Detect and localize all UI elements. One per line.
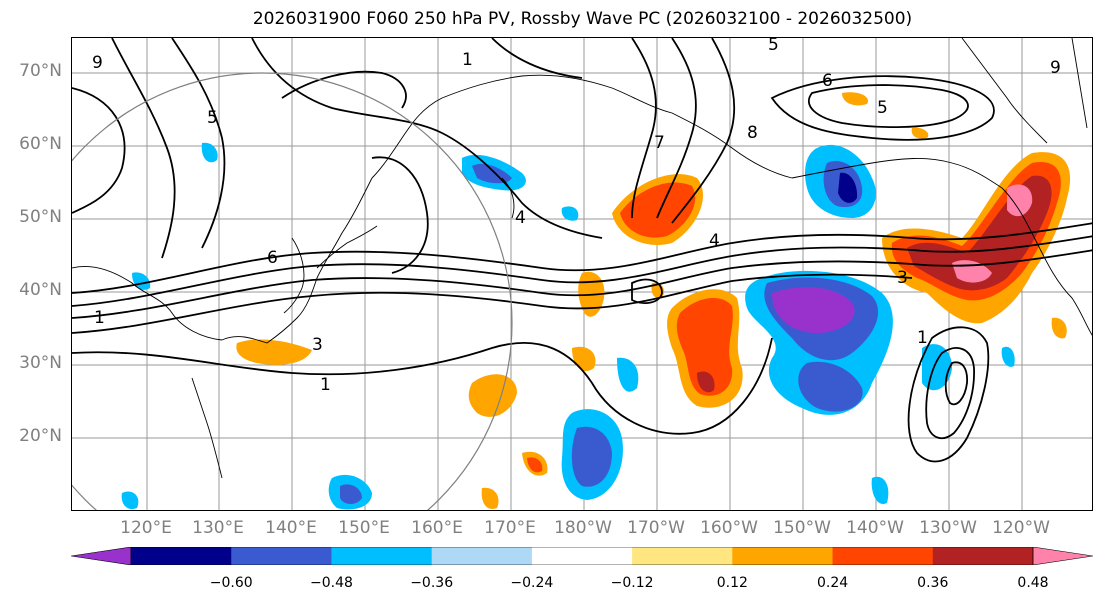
contour-label: 5 (768, 38, 779, 55)
colorbar (71, 547, 1093, 565)
contour-label: 1 (462, 50, 473, 70)
colorbar-tick-label: −0.60 (209, 575, 253, 591)
lon-label-170w: 170°W (627, 518, 685, 538)
colorbar-extend-high (1032, 547, 1093, 565)
colorbar-swatches (71, 547, 1093, 565)
contour-label: 4 (515, 208, 526, 228)
contour-label: 1 (320, 375, 331, 395)
lon-label-140e: 140°E (265, 518, 317, 538)
lat-label-60n: 60°N (19, 134, 62, 154)
contour-label: 5 (207, 108, 218, 128)
colorbar-swatch (531, 547, 633, 565)
colorbar-swatch (632, 547, 733, 565)
map-title: 2026031900 F060 250 hPa PV, Rossby Wave … (252, 9, 913, 29)
lon-label-140w: 140°W (846, 518, 904, 538)
colorbar-swatch (231, 547, 332, 565)
colorbar-tick-label: −0.12 (610, 575, 654, 591)
lon-label-150w: 150°W (773, 518, 831, 538)
colorbar-tick-label: 0.36 (917, 575, 949, 591)
colorbar-swatch (932, 547, 1034, 565)
lat-label-20n: 20°N (19, 426, 62, 446)
lon-label-130w: 130°W (919, 518, 977, 538)
map-canvas: 1 1 1 1 3 3 4 4 5 5 5 6 6 8 9 9 7 (72, 38, 1092, 510)
colorbar-tick-label: −0.24 (510, 575, 554, 591)
lat-label-40n: 40°N (19, 280, 62, 300)
lon-label-130e: 130°E (192, 518, 244, 538)
contour-label-group: 1 1 1 1 3 3 4 4 5 5 5 6 6 8 9 9 7 (92, 38, 1061, 395)
contour-label: 9 (1050, 58, 1061, 78)
colorbar-tick-label: 0.12 (716, 575, 748, 591)
contour-label: 9 (92, 53, 103, 73)
contour-label: 6 (822, 71, 833, 91)
lon-label-180w: 180°W (554, 518, 612, 538)
lat-label-70n: 70°N (19, 61, 62, 81)
contour-label: 6 (267, 248, 278, 268)
lon-label-120e: 120°E (120, 518, 172, 538)
contour-label: 1 (94, 308, 105, 328)
colorbar-swatch (331, 547, 433, 565)
colorbar-extend-low (71, 547, 132, 565)
lon-label-150e: 150°E (338, 518, 390, 538)
pv-contours (72, 38, 1092, 463)
lat-label-30n: 30°N (19, 353, 62, 373)
colorbar-swatch (131, 547, 232, 565)
anomaly-fills (121, 92, 1071, 510)
contour-label: 3 (897, 268, 908, 288)
lat-label-50n: 50°N (19, 207, 62, 227)
contour-label: 8 (747, 123, 758, 143)
colorbar-tick-label: 0.48 (1017, 575, 1049, 591)
contour-label: 4 (709, 231, 720, 251)
radius-circle (72, 72, 513, 510)
coastlines (72, 38, 1092, 479)
colorbar-swatch (832, 547, 934, 565)
contour-label: 7 (654, 133, 665, 153)
colorbar-swatch (732, 547, 834, 565)
colorbar-swatch (431, 547, 533, 565)
lon-label-120w: 120°W (992, 518, 1050, 538)
colorbar-tick-label: 0.24 (816, 575, 849, 591)
map-panel: 1 1 1 1 3 3 4 4 5 5 5 6 6 8 9 9 7 (71, 37, 1093, 511)
lon-label-170e: 170°E (484, 518, 536, 538)
colorbar-tick-label: −0.36 (410, 575, 454, 591)
lon-label-160e: 160°E (411, 518, 463, 538)
contour-label: 1 (917, 328, 928, 348)
lon-label-160w: 160°W (700, 518, 758, 538)
contour-label: 3 (312, 335, 323, 355)
contour-label: 5 (877, 98, 888, 118)
colorbar-tick-label: −0.48 (309, 575, 353, 591)
